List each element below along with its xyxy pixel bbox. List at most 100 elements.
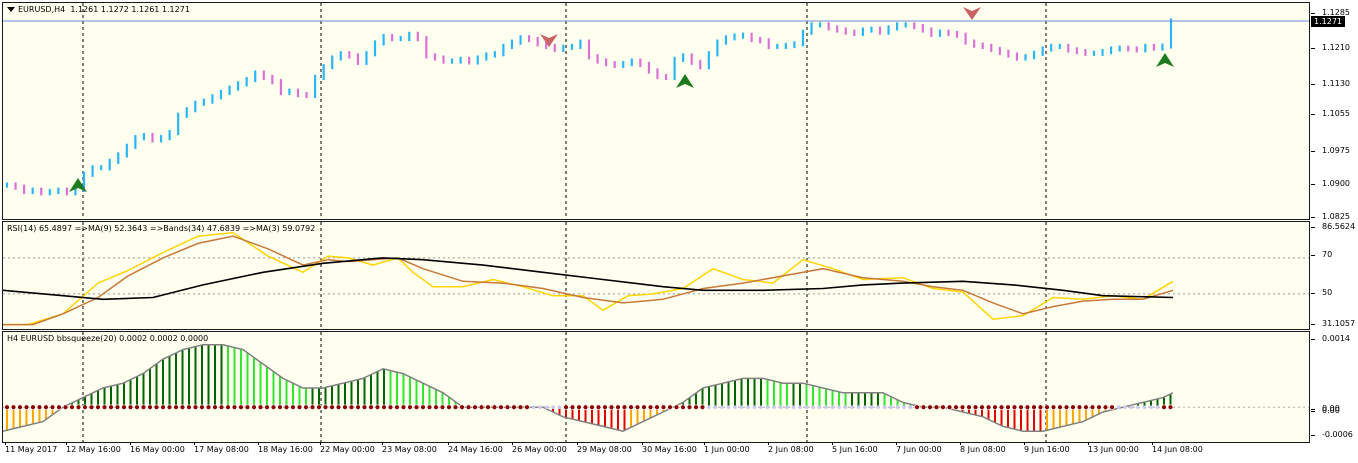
squeeze-dot xyxy=(498,404,504,410)
squeeze-tick: 0.0014 xyxy=(1311,334,1350,343)
squeeze-dot xyxy=(407,404,413,410)
squeeze-dot xyxy=(1057,404,1063,410)
squeeze-dot xyxy=(283,404,290,410)
time-label: 30 May 16:00 xyxy=(642,442,697,454)
squeeze-dot xyxy=(108,404,114,410)
squeeze-dot xyxy=(329,404,335,410)
squeeze-dot xyxy=(1083,404,1089,410)
squeeze-dot xyxy=(166,404,173,410)
squeeze-dot xyxy=(608,404,615,410)
current-price-tag: 1.1271 xyxy=(1311,16,1345,27)
squeeze-dot xyxy=(95,404,101,410)
squeeze-dot xyxy=(1142,405,1147,409)
squeeze-dot xyxy=(531,405,536,409)
squeeze-dot xyxy=(798,405,802,409)
squeeze-dot xyxy=(733,405,737,409)
squeeze-dot xyxy=(804,405,809,409)
squeeze-dot xyxy=(647,404,654,410)
time-label: 22 May 00:00 xyxy=(320,442,375,454)
squeeze-dot xyxy=(595,404,602,410)
squeeze-dot xyxy=(446,404,452,410)
squeeze-dot xyxy=(472,404,478,410)
squeeze-dot xyxy=(830,405,835,409)
time-label: 8 Jun 08:00 xyxy=(960,442,1006,454)
time-label: 11 May 2017 xyxy=(5,442,58,454)
squeeze-dot xyxy=(1070,404,1076,410)
time-label: 17 May 08:00 xyxy=(194,442,249,454)
symbol-label: EURUSD,H4 xyxy=(18,5,66,14)
squeeze-dot xyxy=(940,404,946,410)
squeeze-dot xyxy=(374,404,381,410)
rsi-pane[interactable]: RSI(14) 65.4897 =>MA(9) 52.3643 =>Bands(… xyxy=(2,221,1310,330)
squeeze-pane[interactable]: H4 EURUSD bbsqueeze(20) 0.0002 0.0002 0.… xyxy=(2,331,1310,443)
price-pane[interactable]: EURUSD,H4 1.1261 1.1272 1.1261 1.1271 xyxy=(2,2,1310,220)
squeeze-dot xyxy=(1005,404,1011,410)
squeeze-dot xyxy=(186,404,192,410)
squeeze-dot xyxy=(121,404,127,410)
squeeze-dot xyxy=(1149,405,1153,409)
squeeze-dot xyxy=(557,405,562,409)
squeeze-dot xyxy=(953,404,959,410)
squeeze-dot xyxy=(837,405,841,409)
time-label: 23 May 08:00 xyxy=(382,442,437,454)
price-tick: 1.1210 xyxy=(1311,43,1350,52)
price-pane-header: EURUSD,H4 1.1261 1.1272 1.1261 1.1271 xyxy=(7,5,190,14)
squeeze-dot xyxy=(582,404,589,410)
squeeze-dot xyxy=(889,405,893,409)
squeeze-dot xyxy=(654,404,660,410)
squeeze-dot xyxy=(56,404,62,410)
squeeze-dot xyxy=(1063,404,1070,410)
squeeze-dot xyxy=(309,404,316,410)
squeeze-dot xyxy=(778,405,783,409)
squeeze-dot xyxy=(765,405,770,409)
squeeze-dot xyxy=(322,404,329,410)
squeeze-tick: 0.00 xyxy=(1311,404,1340,413)
squeeze-dot xyxy=(426,404,433,410)
price-chart xyxy=(3,3,1309,219)
time-label: 18 May 16:00 xyxy=(258,442,313,454)
squeeze-dot xyxy=(759,405,763,409)
squeeze-dot xyxy=(160,404,166,410)
squeeze-dot xyxy=(36,404,43,410)
squeeze-dot xyxy=(361,404,368,410)
squeeze-dot xyxy=(602,404,608,410)
squeeze-dot xyxy=(316,404,322,410)
squeeze-dot xyxy=(1089,404,1096,410)
squeeze-tick: -0.0006 xyxy=(1311,430,1353,439)
squeeze-dot xyxy=(1076,404,1083,410)
time-label: 13 Jun 00:00 xyxy=(1088,442,1139,454)
rsi-axis: 86.5624 70 50 31.1057 xyxy=(1310,221,1358,330)
buy-arrow-icon xyxy=(676,74,694,88)
squeeze-dot xyxy=(920,404,927,410)
squeeze-dot xyxy=(212,404,218,410)
menu-arrow-icon[interactable] xyxy=(7,7,15,12)
squeeze-dot xyxy=(270,404,277,410)
squeeze-dot xyxy=(485,404,491,410)
squeeze-dot xyxy=(569,404,576,410)
price-tick: 1.1055 xyxy=(1311,109,1350,118)
squeeze-dot xyxy=(707,405,711,409)
squeeze-dot xyxy=(576,404,582,410)
time-label: 14 Jun 08:00 xyxy=(1152,442,1203,454)
squeeze-dot xyxy=(634,404,641,410)
squeeze-dot xyxy=(1024,404,1031,410)
squeeze-dot xyxy=(49,404,56,410)
squeeze-dot xyxy=(621,404,628,410)
squeeze-dot xyxy=(551,405,555,409)
squeeze-dot xyxy=(739,405,744,409)
squeeze-dot xyxy=(244,404,251,410)
squeeze-dot xyxy=(720,405,724,409)
rsi-tick: 70 xyxy=(1310,250,1333,259)
squeeze-dot xyxy=(511,404,517,410)
squeeze-dot xyxy=(238,404,244,410)
time-label: 5 Jun 16:00 xyxy=(832,442,878,454)
squeeze-chart xyxy=(3,332,1309,442)
time-label: 1 Jun 00:00 xyxy=(704,442,750,454)
squeeze-dot xyxy=(660,404,667,410)
squeeze-dot xyxy=(972,404,979,410)
squeeze-dot xyxy=(1018,404,1024,410)
time-axis: 11 May 2017 12 May 16:00 16 May 00:00 17 Ma… xyxy=(2,442,1310,463)
squeeze-dot xyxy=(908,405,913,409)
rsi-pane-header: RSI(14) 65.4897 =>MA(9) 52.3643 =>Bands(… xyxy=(7,224,316,233)
squeeze-dot xyxy=(985,404,992,410)
